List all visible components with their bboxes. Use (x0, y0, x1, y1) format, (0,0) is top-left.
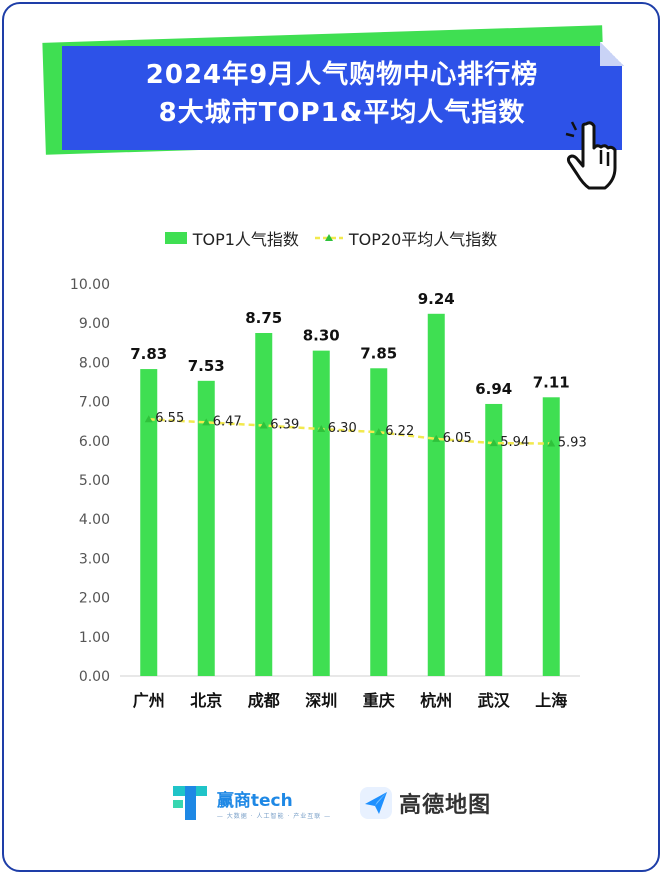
bar-1 (197, 380, 215, 676)
avg-line-marker-1 (202, 418, 211, 426)
hand-cursor-icon (565, 121, 617, 190)
legend-bar-label: TOP1人气指数 (192, 230, 299, 249)
y-tick-label: 9.00 (79, 316, 110, 332)
bar-5 (427, 313, 445, 676)
bar-0 (140, 369, 158, 676)
brand2-name: 高德地图 (399, 793, 492, 818)
title-line-2: 8大城市TOP1&平均人气指数 (158, 98, 526, 128)
avg-value-label: 6.30 (328, 421, 357, 436)
y-tick-label: 1.00 (79, 630, 110, 646)
footer-logos: 赢商tech — 大数据 · 人工智能 · 产业互联 — 高德地图 (4, 782, 658, 824)
avg-line-marker-3 (317, 425, 326, 433)
x-category-label: 广州 (133, 691, 165, 710)
avg-value-label: 6.22 (385, 424, 414, 439)
brand-winshang: 赢商tech — 大数据 · 人工智能 · 产业互联 — (171, 782, 331, 824)
x-category-label: 北京 (190, 691, 222, 710)
x-category-label: 上海 (535, 691, 567, 710)
y-tick-label: 4.00 (79, 512, 110, 528)
y-tick-label: 6.00 (79, 434, 110, 450)
y-tick-label: 7.00 (79, 395, 110, 411)
bar-3 (312, 350, 330, 676)
bar-line-chart: 0.00 1.00 2.00 3.00 4.00 5.00 6.00 7.00 8.00 9.00… (70, 277, 587, 710)
avg-line-marker-4 (374, 428, 383, 436)
brand1-tagline: — 大数据 · 人工智能 · 产业互联 — (216, 813, 332, 820)
banner-blue-shape (62, 46, 622, 150)
chart-legend: TOP1人气指数 TOP20平均人气指数 (4, 226, 658, 250)
avg-value-label: 6.05 (443, 431, 472, 446)
avg-value-label: 5.93 (558, 436, 587, 451)
amap-logo-icon (360, 787, 393, 819)
y-tick-label: 0.00 (79, 669, 110, 685)
y-tick-label: 10.00 (70, 277, 110, 293)
x-category-label: 杭州 (420, 691, 452, 710)
brand1-name: 赢商tech (216, 791, 293, 811)
bar-value-label: 9.24 (418, 290, 455, 308)
bar-4 (370, 368, 388, 676)
bar-6 (485, 403, 503, 676)
legend-item-line: TOP20平均人气指数 (314, 226, 498, 250)
avg-value-label: 6.39 (270, 418, 299, 433)
bar-value-label: 7.85 (360, 344, 397, 362)
y-tick-label: 2.00 (79, 591, 110, 607)
title-line-1: 2024年9月人气购物中心排行榜 (145, 60, 539, 90)
y-tick-label: 8.00 (79, 355, 110, 371)
x-category-label: 成都 (248, 691, 280, 710)
x-category-label: 深圳 (305, 691, 337, 710)
avg-line-marker-6 (489, 439, 498, 447)
avg-value-label: 6.55 (155, 411, 184, 426)
bar-value-label: 6.94 (475, 380, 512, 398)
bar-value-label: 8.30 (303, 327, 340, 345)
bar-value-label: 7.11 (533, 373, 570, 391)
x-category-label: 武汉 (478, 691, 511, 710)
legend-line-swatch (314, 234, 343, 241)
bar-value-label: 8.75 (245, 309, 282, 327)
avg-line (148, 417, 552, 445)
legend-line-label: TOP20平均人气指数 (348, 230, 498, 249)
y-tick-label: 5.00 (79, 473, 110, 489)
avg-line-marker-2 (259, 421, 268, 429)
avg-line-marker-7 (547, 439, 556, 447)
bar-7 (542, 397, 560, 676)
bar-2 (255, 333, 273, 676)
x-category-label: 重庆 (363, 691, 395, 710)
winshang-logo-icon (172, 786, 207, 820)
avg-value-label: 5.94 (500, 435, 529, 450)
chart-title: 2024年9月人气购物中心排行榜 8大城市TOP1&平均人气指数 (62, 56, 622, 132)
avg-value-label: 6.47 (213, 414, 242, 429)
bar-value-label: 7.83 (130, 345, 167, 363)
bar-value-label: 7.53 (188, 357, 225, 375)
title-banner: 2024年9月人气购物中心排行榜 8大城市TOP1&平均人气指数 (4, 4, 658, 214)
brand-amap: 高德地图 (359, 786, 491, 820)
y-tick-label: 3.00 (79, 551, 110, 567)
banner-page-fold (600, 42, 624, 66)
legend-bar-swatch (164, 232, 187, 244)
legend-item-bar: TOP1人气指数 (164, 226, 299, 250)
avg-line-marker-0 (144, 415, 153, 423)
avg-line-marker-5 (432, 434, 441, 442)
